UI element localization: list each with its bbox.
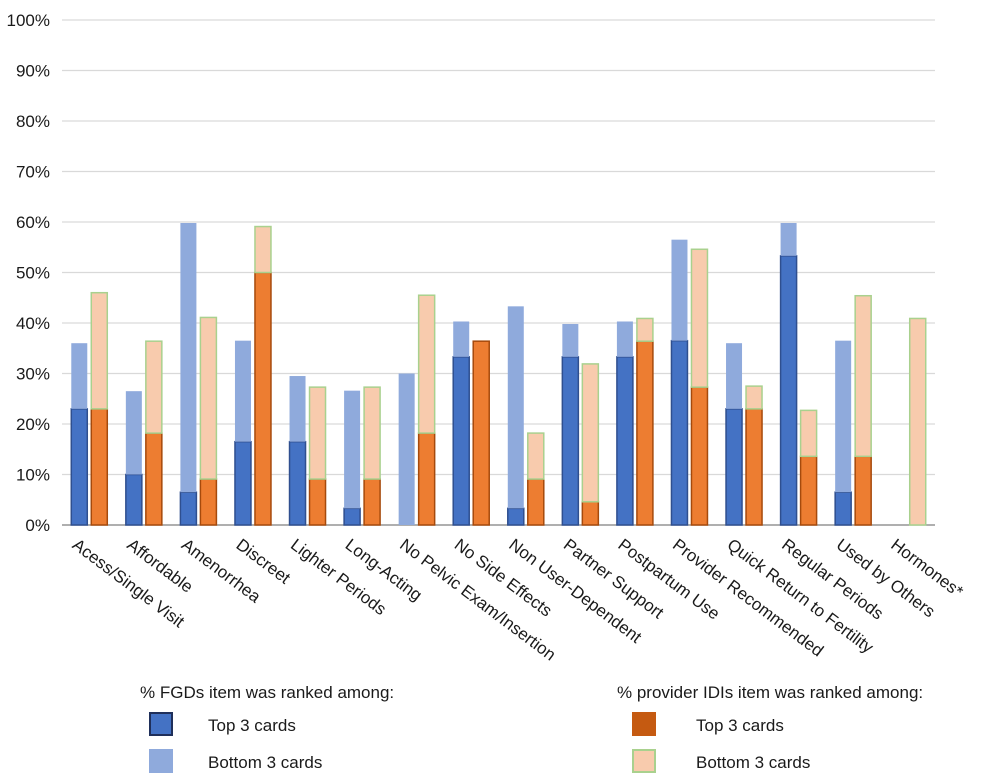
- bar-idi-bottom: [636, 317, 654, 342]
- bar-fgd-top: [343, 507, 361, 526]
- bar-idi-top: [145, 432, 163, 526]
- bar-idi-bottom: [854, 294, 872, 458]
- bars: [70, 223, 927, 526]
- bar-idi-top: [690, 386, 709, 526]
- bar-fgd-top: [288, 440, 307, 526]
- x-tick-label: Lighter Periods: [287, 535, 390, 619]
- bar-fgd-top: [234, 440, 252, 526]
- bar-fgd-bottom: [671, 239, 688, 341]
- bar-fgd-bottom: [398, 373, 415, 525]
- bar-idi-top: [308, 478, 327, 526]
- bar-idi-bottom: [199, 316, 218, 480]
- bar-idi-top: [799, 455, 818, 526]
- bar-idi-bottom: [308, 386, 327, 480]
- bar-fgd-bottom: [835, 340, 852, 493]
- y-tick-label: 100%: [7, 11, 50, 30]
- bar-fgd-bottom: [616, 321, 633, 357]
- bar-fgd-top: [507, 507, 525, 526]
- bar-fgd-bottom: [780, 223, 797, 256]
- bar-idi-top: [472, 340, 490, 526]
- bar-idi-bottom: [527, 432, 545, 480]
- bar-fgd-bottom: [180, 223, 197, 493]
- bar-idi-bottom: [581, 363, 600, 503]
- bar-idi-bottom: [417, 294, 436, 434]
- x-axis-ticks: Acess/Single VisitAffordableAmenorrheaDi…: [69, 535, 967, 664]
- legend-label-fgd-top: Top 3 cards: [208, 716, 296, 735]
- y-tick-label: 40%: [16, 314, 50, 333]
- bar-fgd-top: [616, 356, 634, 526]
- bar-idi-bottom: [90, 291, 109, 410]
- bar-fgd-top: [670, 339, 689, 526]
- bar-idi-bottom: [363, 386, 381, 480]
- bar-fgd-top: [834, 491, 852, 526]
- y-tick-label: 60%: [16, 213, 50, 232]
- y-tick-label: 0%: [25, 516, 50, 535]
- legend-swatch-fgd-top: [149, 712, 173, 736]
- y-tick-label: 90%: [16, 62, 50, 81]
- y-tick-label: 20%: [16, 415, 50, 434]
- legend-title-fgd: % FGDs item was ranked among:: [140, 683, 395, 702]
- bar-fgd-bottom: [71, 343, 88, 409]
- bar-fgd-bottom: [507, 306, 524, 509]
- legend-label-fgd-bottom: Bottom 3 cards: [208, 753, 323, 772]
- bar-fgd-top: [70, 408, 89, 526]
- legend-swatch-fgd-bottom: [149, 749, 173, 773]
- y-tick-label: 70%: [16, 163, 50, 182]
- bar-fgd-top: [179, 491, 198, 526]
- bar-fgd-bottom: [453, 321, 470, 357]
- bar-fgd-top: [779, 255, 798, 526]
- legend-swatch-idi-top: [632, 712, 656, 736]
- legend-swatch-idi-bottom: [632, 749, 656, 773]
- bar-fgd-bottom: [125, 391, 142, 475]
- y-axis-ticks: 0% 10% 20% 30% 40% 50% 60% 70% 80% 90% 100%: [7, 11, 50, 535]
- bar-idi-bottom: [254, 225, 272, 274]
- bar-fgd-top: [125, 473, 143, 526]
- bar-idi-top: [581, 501, 600, 526]
- bar-idi-bottom: [799, 409, 818, 458]
- bar-idi-top: [745, 408, 763, 526]
- bar-idi-top: [854, 455, 872, 526]
- bar-fgd-bottom: [562, 324, 579, 357]
- y-tick-label: 10%: [16, 466, 50, 485]
- bar-idi-bottom: [145, 340, 163, 434]
- bar-idi-top: [254, 271, 272, 526]
- y-tick-label: 30%: [16, 365, 50, 384]
- y-tick-label: 80%: [16, 112, 50, 131]
- y-tick-label: 50%: [16, 264, 50, 283]
- legend-label-idi-top: Top 3 cards: [696, 716, 784, 735]
- bar-idi-top: [199, 478, 218, 526]
- bar-idi-top: [527, 478, 545, 526]
- bar-fgd-bottom: [344, 390, 361, 509]
- bar-fgd-bottom: [234, 340, 251, 442]
- bar-idi-bottom: [908, 317, 927, 526]
- bar-idi-top: [636, 340, 654, 526]
- bar-idi-top: [363, 478, 381, 526]
- legend-title-idi: % provider IDIs item was ranked among:: [617, 683, 924, 702]
- bar-fgd-bottom: [289, 376, 306, 442]
- bar-idi-bottom: [690, 248, 709, 388]
- legend-label-idi-bottom: Bottom 3 cards: [696, 753, 811, 772]
- bar-idi-top: [90, 408, 109, 526]
- bar-fgd-top: [725, 408, 743, 526]
- bar-fgd-bottom: [726, 343, 743, 409]
- bar-idi-bottom: [745, 385, 763, 410]
- bar-fgd-top: [452, 356, 470, 526]
- bar-idi-top: [417, 432, 436, 526]
- bar-fgd-top: [561, 356, 580, 526]
